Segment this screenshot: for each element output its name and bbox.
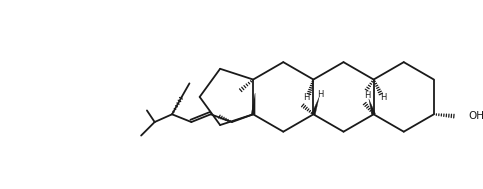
Polygon shape bbox=[369, 99, 375, 115]
Text: H: H bbox=[380, 93, 386, 102]
Polygon shape bbox=[251, 93, 255, 115]
Text: H: H bbox=[364, 91, 370, 100]
Polygon shape bbox=[312, 97, 319, 115]
Text: H: H bbox=[317, 91, 323, 99]
Text: OH: OH bbox=[469, 111, 483, 121]
Text: H: H bbox=[303, 93, 310, 102]
